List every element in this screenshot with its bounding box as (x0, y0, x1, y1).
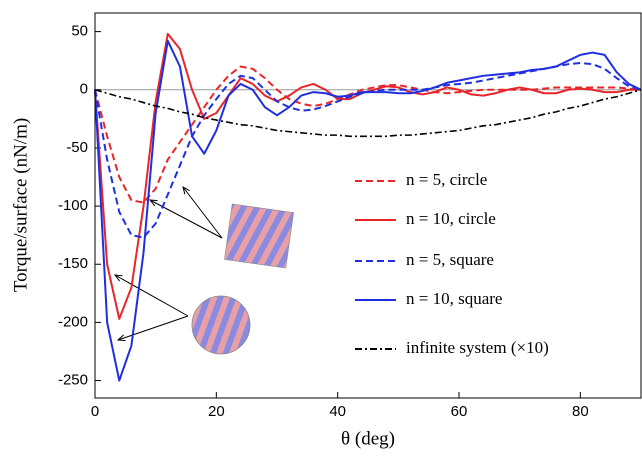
x-tick-label: 60 (451, 403, 468, 420)
y-tick-label: -50 (66, 139, 88, 156)
legend-label: n = 10, circle (406, 209, 496, 228)
series-line (94, 39, 642, 382)
y-tick-label: -150 (58, 255, 88, 272)
x-tick-label: 80 (572, 403, 589, 420)
series-line (94, 88, 642, 138)
y-tick-label: 0 (80, 81, 88, 98)
y-tick-label: -200 (58, 313, 88, 330)
series-line (94, 65, 642, 204)
inset-square (224, 203, 294, 269)
y-tick-label: -100 (58, 197, 88, 214)
x-tick-label: 0 (91, 403, 99, 420)
plot-frame (94, 12, 642, 399)
x-axis-label: θ (deg) (341, 428, 395, 449)
inset-circle (191, 295, 251, 355)
x-tick-label: 20 (208, 403, 225, 420)
legend-label: n = 5, square (406, 250, 494, 269)
y-axis-label: Torque/surface (nN/m) (10, 118, 31, 292)
legend-label: n = 10, square (406, 289, 502, 308)
legend-label: infinite system (×10) (406, 338, 549, 357)
legend-label: n = 5, circle (406, 170, 487, 189)
y-tick-label: -250 (58, 372, 88, 389)
y-tick-label: 50 (71, 23, 88, 40)
x-tick-label: 40 (329, 403, 346, 420)
series-line (94, 32, 641, 320)
